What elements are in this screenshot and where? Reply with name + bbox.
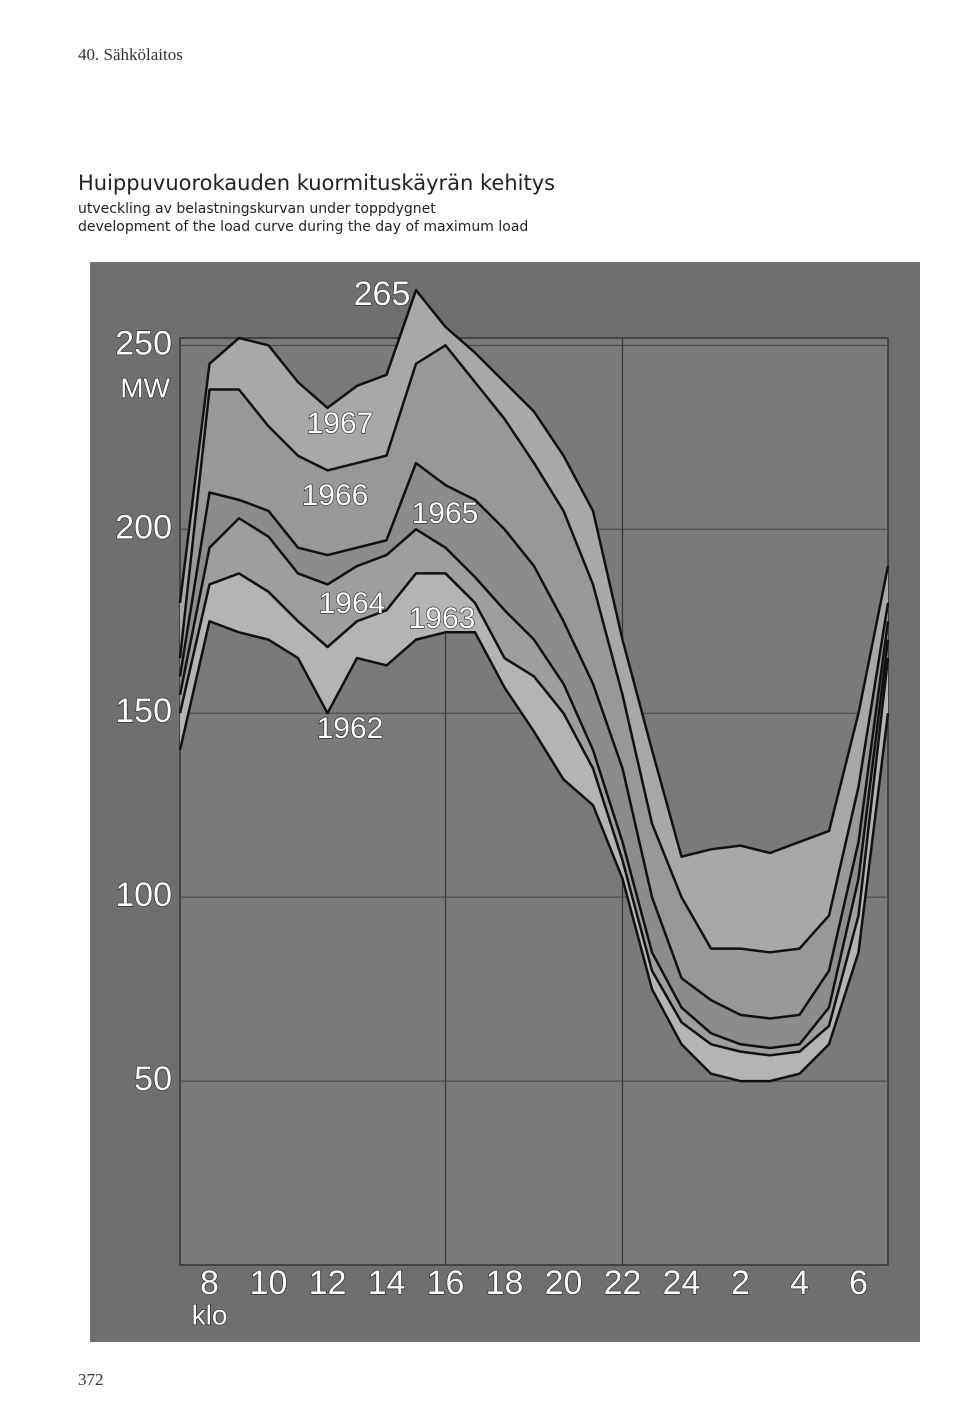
- chart-subtitle: utveckling av belastningskurvan under to…: [78, 201, 436, 217]
- x-tick-label: 18: [486, 1264, 524, 1302]
- series-label: 1964: [319, 587, 386, 620]
- y-axis-label: MW: [120, 373, 170, 404]
- x-tick-label: 2: [731, 1264, 750, 1302]
- x-tick-label: 6: [849, 1264, 868, 1302]
- x-tick-label: 16: [427, 1264, 465, 1302]
- series-line: [178, 517, 890, 1050]
- series-line: [178, 344, 890, 954]
- band-fill: [180, 518, 888, 1056]
- x-tick-label: 12: [309, 1264, 347, 1302]
- x-tick-label: 8: [200, 1264, 219, 1302]
- y-tick-label: 200: [115, 508, 172, 546]
- series-line: [178, 288, 890, 858]
- annotation: 265: [354, 275, 411, 313]
- chart-subtitle: development of the load curve during the…: [78, 219, 528, 235]
- series-label: 1965: [412, 497, 479, 530]
- x-tick-label: 24: [663, 1264, 701, 1302]
- x-tick-label: 4: [790, 1264, 809, 1302]
- x-tick-label: 22: [604, 1264, 642, 1302]
- series-line: [178, 572, 890, 1057]
- y-tick-label: 50: [134, 1060, 172, 1098]
- page-number: 372: [78, 1370, 104, 1389]
- band-fill: [180, 573, 888, 1082]
- series-label: 1962: [317, 712, 384, 745]
- y-tick-label: 100: [115, 876, 172, 914]
- band-fill: [180, 345, 888, 1019]
- x-axis-label: klo: [192, 1299, 228, 1330]
- series-label: 1963: [409, 602, 476, 635]
- series-line: [178, 461, 890, 1020]
- series-label: 1966: [302, 479, 369, 512]
- page-header: 40. Sähkölaitos: [78, 45, 183, 64]
- x-tick-label: 10: [250, 1264, 288, 1302]
- chart-title: Huippuvuorokauden kuormituskäyrän kehity…: [78, 171, 555, 195]
- series-label: 1967: [307, 407, 374, 440]
- band-fill: [180, 290, 888, 953]
- series-line: [178, 620, 890, 1083]
- x-tick-label: 14: [368, 1264, 406, 1302]
- x-tick-label: 20: [545, 1264, 583, 1302]
- y-tick-label: 150: [115, 692, 172, 730]
- y-tick-label: 250: [115, 324, 172, 362]
